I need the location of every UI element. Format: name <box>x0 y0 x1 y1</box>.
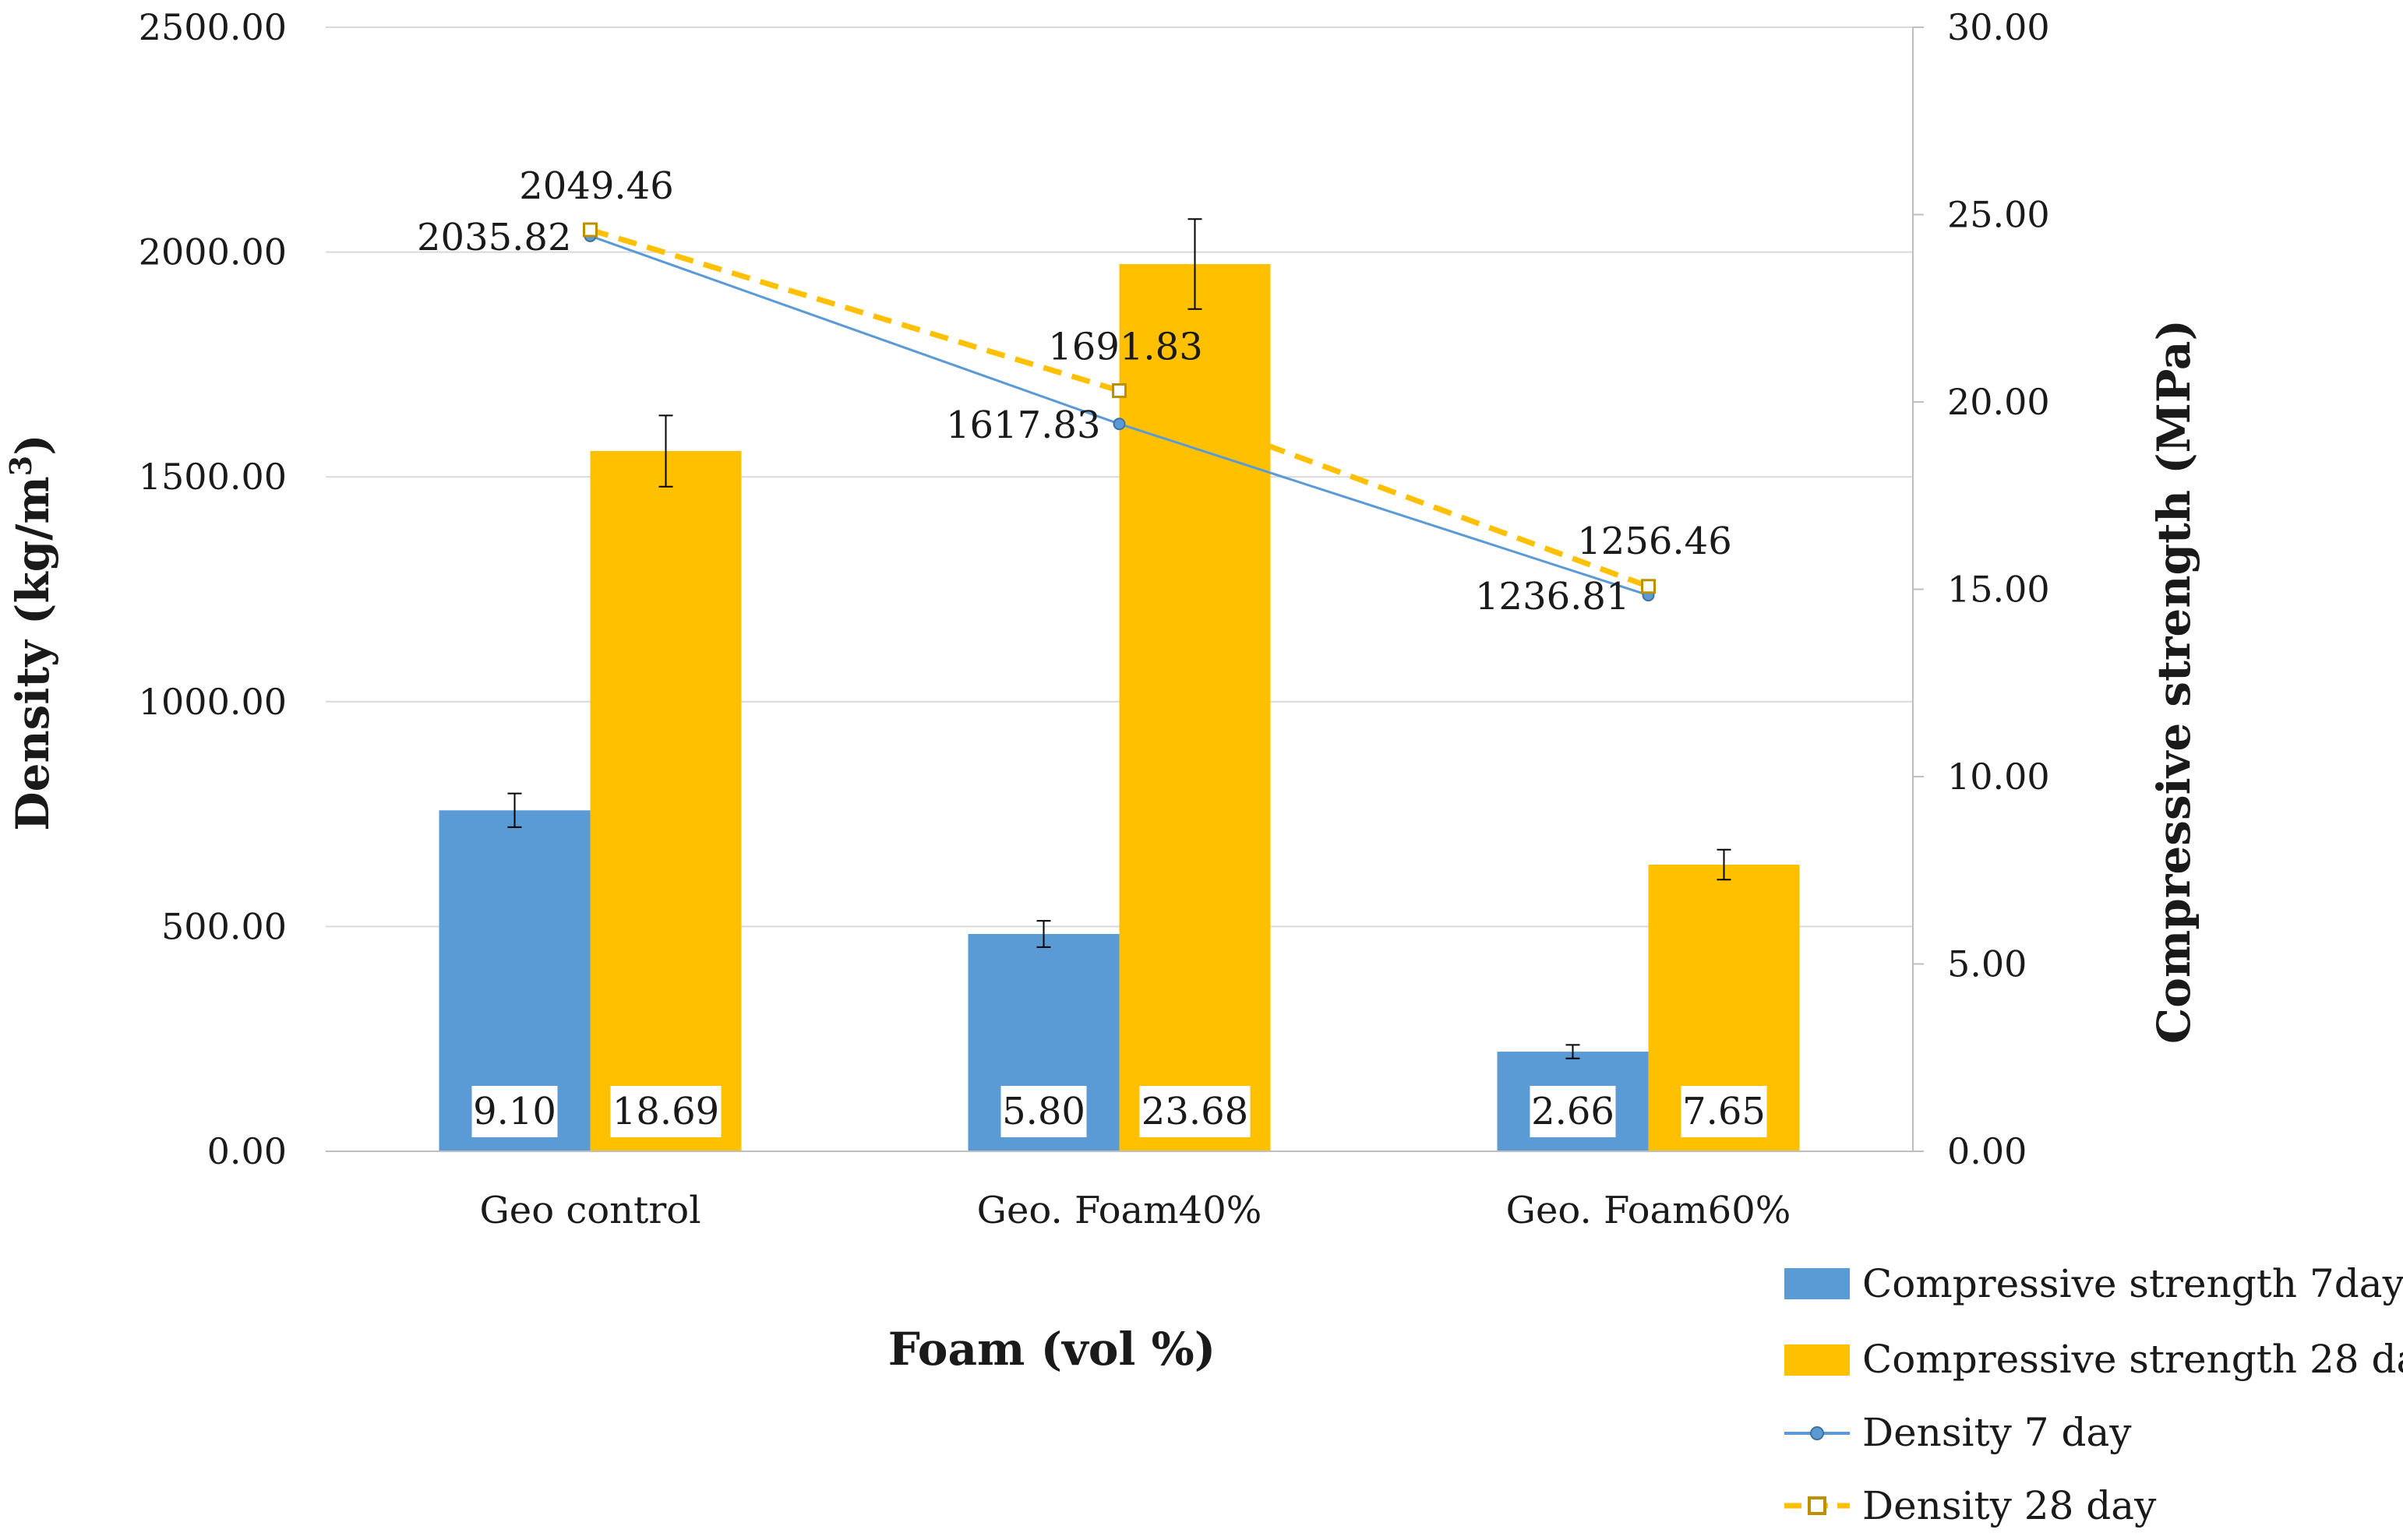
legend: Compressive strength 7day Compressive st… <box>1784 1261 2403 1528</box>
right-tick-label: 30.00 <box>1947 6 2050 48</box>
left-tick-label: 1500.00 <box>139 456 287 498</box>
axes: 0.00 500.00 1000.00 1500.00 2000.00 2500.00 0.… <box>139 6 2050 1232</box>
left-tick-label: 1000.00 <box>139 681 287 723</box>
legend-marker-density-28day <box>1808 1496 1826 1515</box>
y-axis-title-left-sup: 3 <box>3 456 38 476</box>
bar-value-label: 23.68 <box>1142 1090 1248 1133</box>
category-label: Geo. Foam40% <box>977 1189 1262 1232</box>
left-tick-label: 2500.00 <box>139 6 287 48</box>
right-tick-label: 0.00 <box>1947 1130 2027 1172</box>
right-tick-label: 20.00 <box>1947 381 2050 423</box>
right-tick-label: 15.00 <box>1947 569 2050 611</box>
density-28day-marker <box>1112 382 1127 398</box>
density-28day-marker <box>583 222 598 238</box>
left-tick-label: 0.00 <box>207 1130 287 1172</box>
bar-value-label-bg <box>1681 1086 1767 1137</box>
legend-label-density-28day: Density 28 day <box>1862 1483 2157 1528</box>
y-axis-title-left-close: ) <box>6 434 59 455</box>
right-tick-label: 5.00 <box>1947 943 2027 985</box>
bar-value-label: 7.65 <box>1682 1090 1766 1133</box>
right-tick-label: 25.00 <box>1947 194 2050 236</box>
legend-label-strength-28day: Compressive strength 28 day <box>1862 1337 2403 1382</box>
legend-swatch-strength-7day <box>1784 1268 1850 1299</box>
error-bars <box>507 218 1731 1059</box>
legend-label-strength-7day: Compressive strength 7day <box>1862 1261 2403 1306</box>
density-7day-marker <box>1113 418 1126 431</box>
x-axis-title: Foam (vol %) <box>888 1323 1216 1376</box>
density-28day-marker <box>1641 579 1656 594</box>
density-lines <box>583 222 1656 602</box>
legend-label-density-7day: Density 7 day <box>1862 1410 2132 1455</box>
bar-value-label-bg <box>1139 1086 1251 1137</box>
bar-value-label-bg <box>1000 1086 1087 1137</box>
bar <box>1119 263 1271 1152</box>
bar-value-label: 2.66 <box>1531 1090 1614 1133</box>
bar-value-label-bg <box>1530 1086 1616 1137</box>
density-28day-label: 2049.46 <box>519 164 674 208</box>
category-label: Geo. Foam60% <box>1506 1189 1791 1232</box>
density-7day-label: 1236.81 <box>1475 575 1630 618</box>
density-7day-label: 2035.82 <box>417 216 572 259</box>
bar <box>590 451 742 1151</box>
right-tick-label: 10.00 <box>1947 756 2050 798</box>
y-axis-title-left: Density (kg/m3) <box>3 434 59 830</box>
bar-value-label: 5.80 <box>1002 1090 1085 1133</box>
density-28day-line <box>589 227 1650 590</box>
bar-value-label: 18.69 <box>612 1090 719 1133</box>
bar-value-label: 9.10 <box>473 1090 556 1133</box>
left-tick-label: 500.00 <box>161 905 287 947</box>
density-28day-label: 1691.83 <box>1048 325 1203 368</box>
y-axis-title-right: Compressive strength (MPa) <box>2147 319 2200 1044</box>
bar-value-label-bg <box>610 1086 722 1137</box>
category-label: Geo control <box>479 1189 700 1232</box>
left-tick-label: 2000.00 <box>139 231 287 273</box>
legend-marker-density-7day <box>1810 1426 1824 1440</box>
y-axis-title-left-text: Density (kg/m <box>6 476 59 830</box>
data-labels: 9.10 5.80 2.66 18.69 23.68 7.65 2035.82 1617.83… <box>417 164 1767 1137</box>
bar-value-label-bg <box>471 1086 558 1137</box>
density-28day-label: 1256.46 <box>1577 520 1732 563</box>
legend-swatch-strength-28day <box>1784 1344 1850 1376</box>
density-7day-label: 1617.83 <box>946 404 1101 447</box>
